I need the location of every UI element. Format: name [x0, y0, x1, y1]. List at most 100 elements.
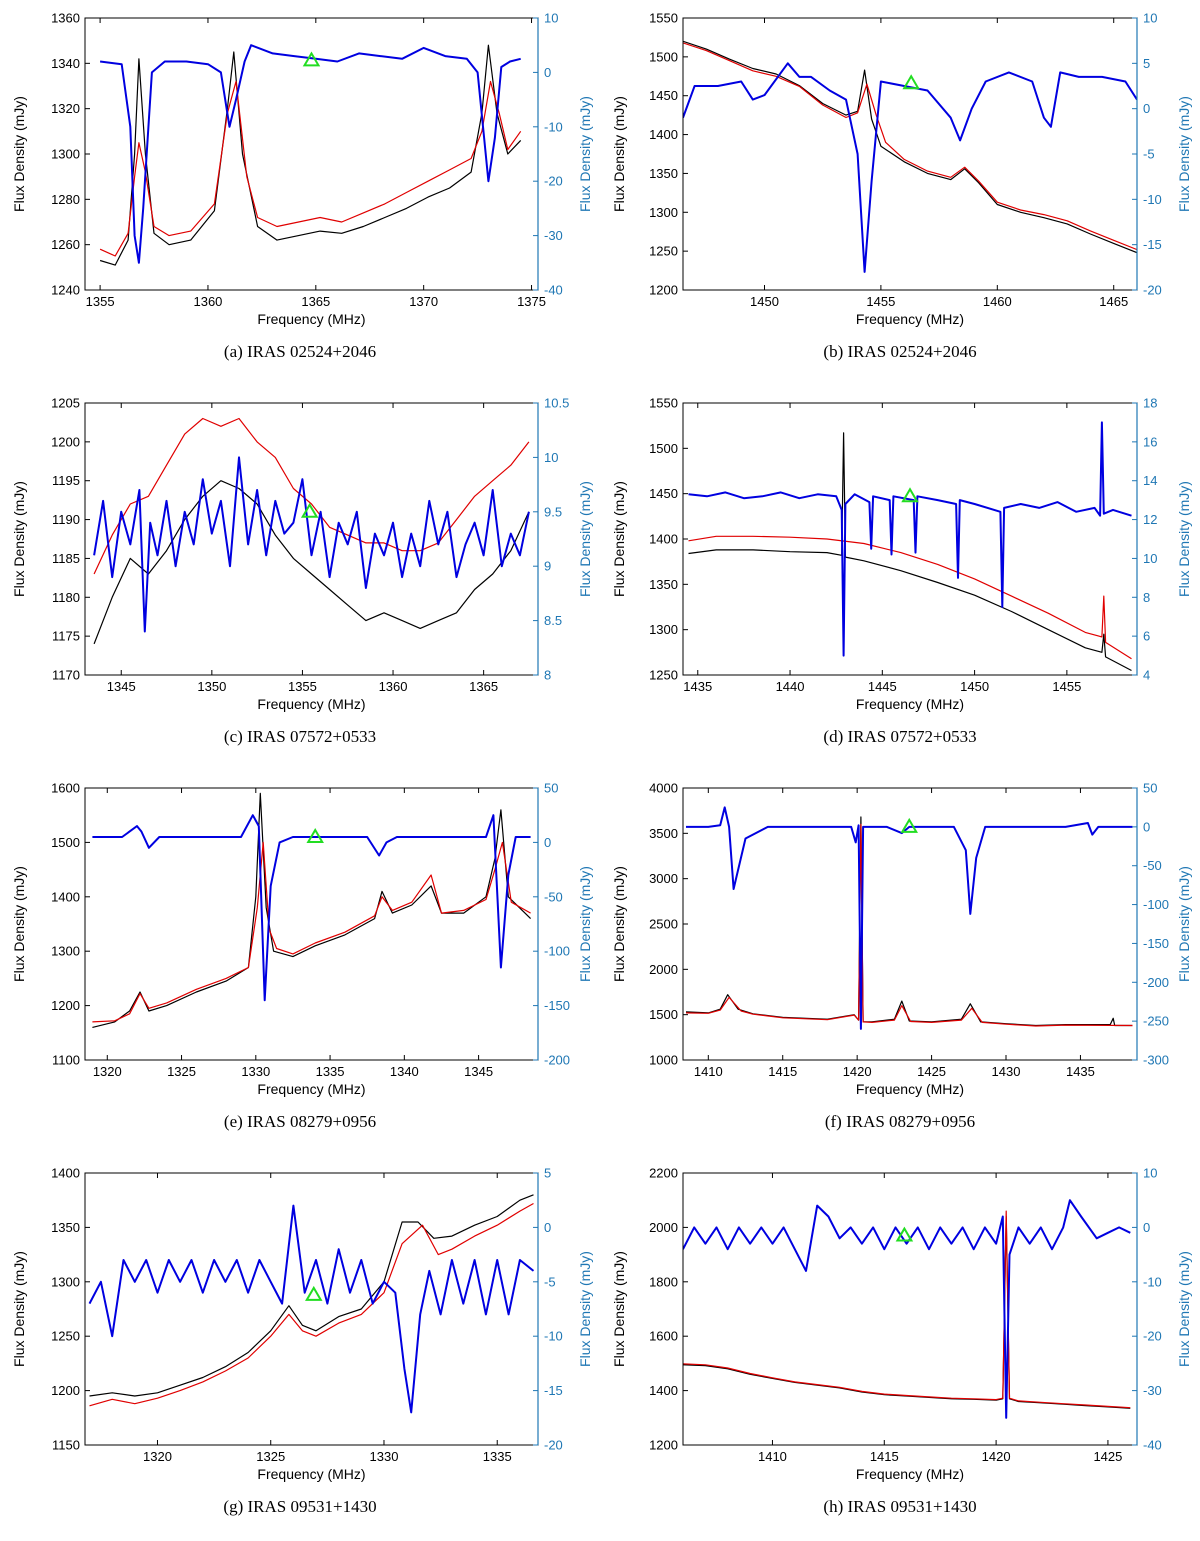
y-right-tick-label: 0 [544, 1220, 551, 1235]
marker-triangle [895, 1226, 914, 1242]
y-tick-label: 1350 [649, 166, 678, 181]
panel-caption: (h) IRAS 09531+1430 [823, 1497, 977, 1516]
y-tick-label: 1450 [649, 486, 678, 501]
y-tick-label: 4000 [649, 781, 678, 796]
y-right-tick-label: -10 [544, 1329, 563, 1344]
chart-svg: 1450 1455 1460 1465 1200 1250 1300 1350 1400 1450… [611, 11, 1192, 328]
y-tick-label: 1190 [52, 512, 80, 527]
black-series-line [688, 432, 1132, 672]
panel-caption: (a) IRAS 02524+2046 [223, 342, 377, 361]
y-right-tick-label: 10 [1143, 11, 1157, 26]
y-right-tick-label: 10.5 [544, 396, 569, 411]
y-right-tick-label: 10 [544, 11, 558, 26]
x-tick-label: 1330 [370, 1449, 399, 1464]
y-tick-label: 2200 [649, 1166, 678, 1181]
y-right-tick-label: 18 [1143, 396, 1157, 411]
blue-series-line [683, 62, 1137, 273]
x-tick-label: 1435 [1066, 1064, 1095, 1079]
y-tick-label: 1200 [649, 1438, 678, 1453]
x-tick-label: 1450 [960, 679, 989, 694]
y-tick-label: 1250 [649, 244, 678, 259]
y-right-tick-label: 9.5 [544, 504, 562, 519]
y-right-tick-label: 10 [544, 450, 558, 465]
y-tick-label: 1500 [649, 1007, 678, 1022]
x-tick-label: 1325 [256, 1449, 285, 1464]
x-tick-label: 1465 [1099, 294, 1128, 309]
x-tick-label: 1355 [288, 679, 317, 694]
y-right-tick-label: -40 [1143, 1438, 1162, 1453]
x-tick-label: 1420 [843, 1064, 872, 1079]
plot-frame [84, 787, 539, 1061]
y-right-tick-label: 16 [1143, 434, 1157, 449]
marker-triangle [902, 74, 920, 90]
x-tick-label: 1410 [694, 1064, 723, 1079]
chart-svg: 1435 1440 1445 1450 1455 1250 1300 1350 1400 1450… [611, 396, 1192, 713]
chart-panel: 1320 1325 1330 1335 1340 1345 1100 1200 1300 1400… [0, 770, 600, 1155]
y-right-tick-label: 0 [544, 65, 551, 80]
x-tick-label: 1425 [917, 1064, 946, 1079]
black-series-line [93, 480, 530, 645]
y-right-tick-label: -5 [544, 1274, 556, 1289]
chart-svg: 1355 1360 1365 1370 1375 1240 1260 1280 1300 1320… [11, 11, 593, 328]
y-tick-label: 1300 [649, 205, 678, 220]
x-axis-label: Frequency (MHz) [856, 311, 964, 327]
y-tick-label: 1550 [649, 11, 678, 26]
y-tick-label: 1185 [52, 551, 80, 566]
chart-panel: 1410 1415 1420 1425 1430 1435 1000 1500 2000 2500… [600, 770, 1200, 1155]
y-right-tick-label: -20 [544, 1438, 563, 1453]
y-tick-label: 1100 [52, 1053, 80, 1068]
x-tick-label: 1335 [483, 1449, 512, 1464]
blue-series-line [88, 1204, 535, 1414]
chart-svg: 1320 1325 1330 1335 1150 1200 1250 1300 1350 1400… [11, 1166, 593, 1483]
y-right-tick-label: 14 [1143, 473, 1157, 488]
y-right-tick-label: -10 [1143, 192, 1162, 207]
y-tick-label: 1400 [51, 889, 80, 904]
y-right-tick-label: -250 [1143, 1014, 1169, 1029]
x-tick-label: 1345 [107, 679, 136, 694]
y-tick-label: 1300 [51, 147, 80, 162]
y-right-tick-label: -30 [1143, 1383, 1162, 1398]
y-tick-label: 1170 [52, 668, 80, 683]
panel-caption: (e) IRAS 08279+0956 [223, 1112, 377, 1131]
x-tick-label: 1365 [469, 679, 498, 694]
y-tick-label: 1280 [51, 192, 80, 207]
black-series-line [99, 44, 522, 266]
y-axis-label: Flux Density (mJy) [611, 866, 627, 982]
x-axis-label: Frequency (MHz) [257, 696, 365, 712]
y-tick-label: 1205 [51, 396, 80, 411]
red-series-line [683, 42, 1137, 251]
y-axis-label: Flux Density (mJy) [11, 1251, 27, 1367]
y-axis-label: Flux Density (mJy) [611, 96, 627, 212]
y-right-tick-label: 0 [1143, 1220, 1150, 1235]
chart-panel: 1435 1440 1445 1450 1455 1250 1300 1350 1400 1450… [600, 385, 1200, 770]
chart-svg: 1410 1415 1420 1425 1430 1435 1000 1500 2000 2500… [611, 781, 1192, 1098]
x-axis-label: Frequency (MHz) [257, 1466, 365, 1482]
y-right-tick-label: 8 [1143, 590, 1150, 605]
y-right-tick-label: -20 [544, 174, 563, 189]
x-tick-label: 1430 [992, 1064, 1021, 1079]
y-tick-label: 1350 [51, 1220, 80, 1235]
y-right-tick-label: 4 [1143, 668, 1150, 683]
y-axis-label: Flux Density (mJy) [11, 96, 27, 212]
y-tick-label: 1300 [51, 944, 80, 959]
y-right-axis-label: Flux Density (mJy) [1176, 481, 1192, 597]
y-tick-label: 1500 [649, 49, 678, 64]
y-right-tick-label: -300 [1143, 1053, 1169, 1068]
y-right-tick-label: 5 [544, 1166, 551, 1181]
y-right-tick-label: 0 [1143, 819, 1150, 834]
black-series-line [683, 40, 1137, 254]
x-axis-label: Frequency (MHz) [856, 1466, 964, 1482]
y-right-axis-label: Flux Density (mJy) [1176, 866, 1192, 982]
panel-caption: (g) IRAS 09531+1430 [223, 1497, 377, 1516]
y-axis-label: Flux Density (mJy) [11, 866, 27, 982]
y-axis-label: Flux Density (mJy) [611, 481, 627, 597]
plot-frame [682, 17, 1138, 291]
panel-caption: (c) IRAS 07572+0533 [223, 727, 377, 746]
y-right-tick-label: 9 [544, 559, 551, 574]
chart-panel: 1410 1415 1420 1425 1200 1400 1600 1800 2000 2200… [600, 1155, 1200, 1540]
red-series-line [683, 1210, 1131, 1409]
x-tick-label: 1330 [241, 1064, 270, 1079]
y-right-tick-label: -40 [544, 283, 563, 298]
y-right-axis-label: Flux Density (mJy) [1176, 1251, 1192, 1367]
y-tick-label: 1600 [649, 1329, 678, 1344]
